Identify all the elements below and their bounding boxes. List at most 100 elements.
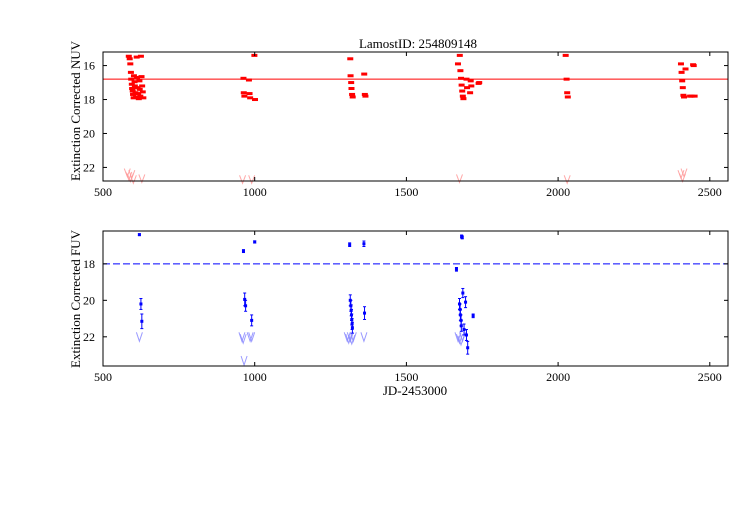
fuv-data-point xyxy=(464,300,468,304)
nuv-data-point xyxy=(252,98,259,102)
nuv-data-point xyxy=(128,77,135,81)
nuv-data-point xyxy=(459,89,466,93)
fuv-data-point xyxy=(241,249,245,253)
fuv-upper-limit xyxy=(238,332,246,343)
nuv-x-tick-label: 1500 xyxy=(394,185,418,199)
fuv-y-axis-label: Extinction Corrected FUV xyxy=(68,229,83,368)
fuv-plot-frame xyxy=(102,230,729,367)
fuv-data-point xyxy=(466,346,470,350)
fuv-data-point xyxy=(464,333,468,337)
nuv-upper-limit xyxy=(563,175,571,185)
nuv-data-point xyxy=(129,86,136,90)
nuv-y-tick-label: 22 xyxy=(83,160,95,174)
nuv-x-tick-label: 500 xyxy=(94,185,112,199)
nuv-data-point xyxy=(679,86,686,90)
fuv-data-point xyxy=(350,326,354,330)
nuv-upper-limit xyxy=(680,168,688,178)
fuv-panel: Extinction Corrected FUV JD-2453000 500 1… xyxy=(68,229,729,398)
nuv-upper-limit xyxy=(138,174,146,184)
nuv-data-point xyxy=(247,96,254,100)
nuv-data-point xyxy=(240,91,247,95)
nuv-data-point xyxy=(678,70,685,74)
nuv-data-point xyxy=(135,92,142,96)
nuv-data-point xyxy=(130,92,137,96)
fuv-data-point xyxy=(459,324,463,328)
nuv-data-point xyxy=(680,93,687,97)
nuv-data-point xyxy=(458,83,465,87)
fuv-data-point xyxy=(244,304,248,308)
nuv-marks xyxy=(103,53,728,185)
nuv-upper-limit xyxy=(248,175,256,185)
nuv-y-tick-label: 20 xyxy=(83,126,95,140)
fuv-data-point xyxy=(460,235,464,239)
fuv-data-point xyxy=(454,267,458,271)
nuv-data-point xyxy=(460,97,467,101)
nuv-y-axis-label: Extinction Corrected NUV xyxy=(68,40,83,181)
fuv-data-point xyxy=(348,243,352,247)
fuv-upper-limit xyxy=(246,332,254,343)
nuv-data-point xyxy=(140,96,147,100)
nuv-data-point xyxy=(681,95,688,99)
nuv-data-point xyxy=(347,57,354,61)
fuv-data-point xyxy=(462,328,466,332)
fuv-data-point xyxy=(137,233,141,237)
nuv-data-point xyxy=(240,76,247,80)
fuv-upper-limit xyxy=(248,332,256,343)
fuv-y-tick-label: 20 xyxy=(83,293,95,307)
nuv-data-point xyxy=(464,86,471,90)
nuv-data-point xyxy=(457,69,464,73)
nuv-data-point xyxy=(134,86,141,90)
fuv-x-tick-label: 500 xyxy=(94,370,112,384)
nuv-data-point xyxy=(690,64,697,68)
nuv-data-point xyxy=(137,54,144,58)
fuv-upper-limit xyxy=(346,332,354,343)
fuv-data-point xyxy=(461,291,465,295)
nuv-data-point xyxy=(361,72,368,76)
fuv-data-point xyxy=(253,240,257,244)
nuv-data-point xyxy=(137,94,144,98)
fuv-y-tick-label: 22 xyxy=(83,330,95,344)
nuv-data-point xyxy=(133,75,140,79)
nuv-data-point xyxy=(454,62,461,66)
nuv-data-point xyxy=(138,75,145,79)
nuv-data-point xyxy=(562,53,569,57)
fuv-x-tick-label: 2000 xyxy=(546,370,570,384)
nuv-data-point xyxy=(125,54,132,58)
nuv-y-tick-label: 18 xyxy=(83,93,95,107)
fuv-x-tick-label: 1500 xyxy=(394,370,418,384)
nuv-data-point xyxy=(127,62,134,66)
fuv-upper-limit xyxy=(360,332,368,343)
nuv-x-tick-label: 2500 xyxy=(698,185,722,199)
nuv-data-point xyxy=(349,92,356,96)
nuv-y-tick-label: 16 xyxy=(83,59,95,73)
fuv-data-point xyxy=(250,318,254,322)
fuv-data-point xyxy=(363,311,367,315)
fuv-marks xyxy=(103,233,728,367)
fuv-upper-limit xyxy=(135,332,143,343)
nuv-data-point xyxy=(459,94,466,98)
nuv-data-point xyxy=(128,82,135,86)
nuv-data-point xyxy=(458,76,465,80)
fuv-x-tick-label: 1000 xyxy=(243,370,267,384)
nuv-data-point xyxy=(133,55,140,59)
nuv-data-point xyxy=(126,57,133,61)
fuv-upper-limit xyxy=(348,334,356,346)
nuv-data-point xyxy=(133,95,140,99)
nuv-data-point xyxy=(136,79,143,83)
nuv-data-point xyxy=(563,77,570,81)
nuv-ticks: 500 1000 1500 2000 2500 16 18 20 22 xyxy=(83,52,728,199)
nuv-data-point xyxy=(468,84,475,88)
fuv-data-point xyxy=(471,314,475,318)
nuv-x-tick-label: 2000 xyxy=(546,185,570,199)
nuv-x-tick-label: 1000 xyxy=(243,185,267,199)
nuv-data-point xyxy=(348,86,355,90)
nuv-data-point xyxy=(361,92,368,96)
nuv-data-point xyxy=(246,92,253,96)
nuv-data-point xyxy=(241,94,248,98)
nuv-data-point xyxy=(463,77,470,81)
fuv-data-point xyxy=(362,242,366,246)
fuv-data-point xyxy=(140,319,144,323)
nuv-data-point xyxy=(131,80,138,84)
nuv-data-point xyxy=(682,67,689,71)
nuv-upper-limit xyxy=(239,175,247,185)
